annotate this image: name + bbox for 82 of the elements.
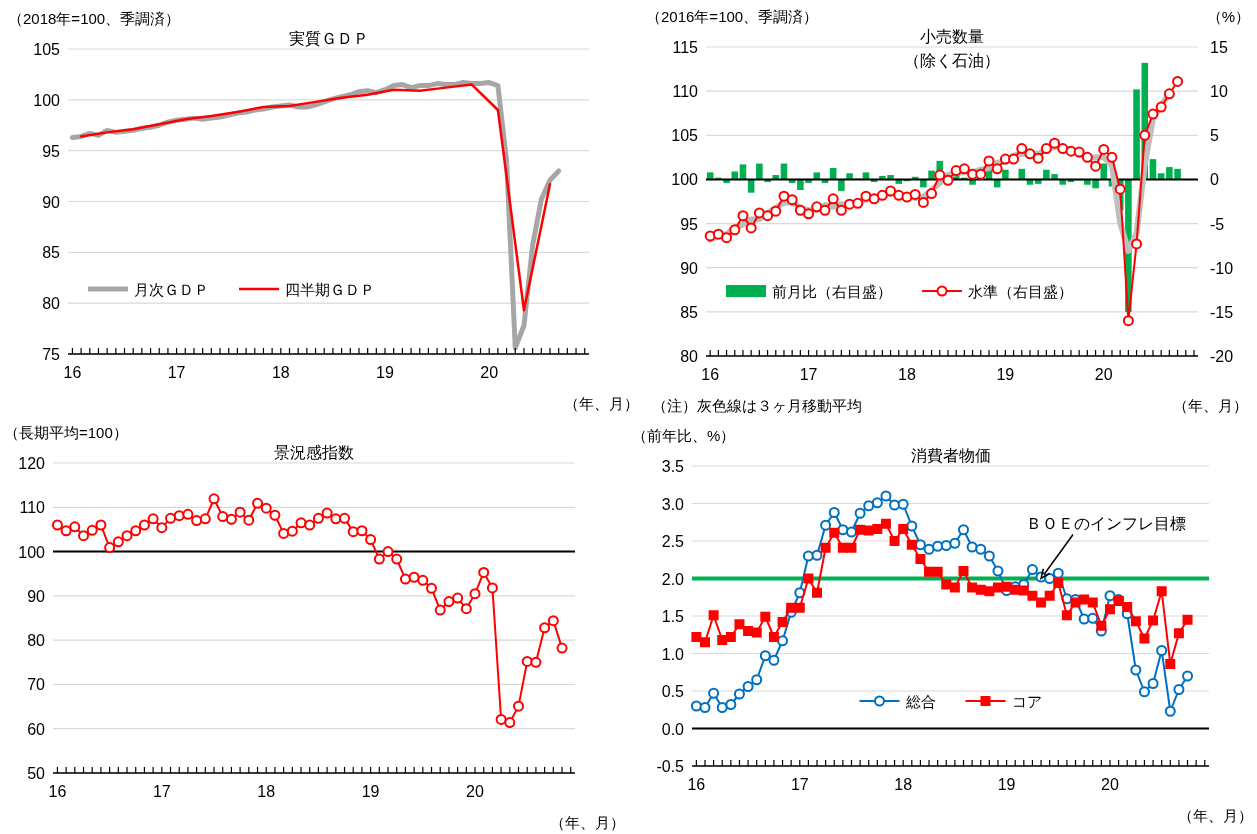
x-axis-title: （年、月） xyxy=(564,395,639,412)
y-tick-label: 90 xyxy=(42,193,61,211)
annotation: ＢＯＥのインフレ目標 xyxy=(1026,514,1187,532)
y2-tick-label: -10 xyxy=(1210,259,1234,277)
y2-tick-label: 0 xyxy=(1210,171,1219,189)
x-tick-label: 16 xyxy=(687,776,706,793)
x-tick-label: 20 xyxy=(480,364,499,381)
y-axis-title: （長期平均=100） xyxy=(4,424,128,441)
y-tick-label: -0.5 xyxy=(656,758,685,775)
x-axis-title: （年、月） xyxy=(550,814,625,831)
chart-title: 小売数量 xyxy=(920,28,984,45)
y-tick-label: 2.5 xyxy=(661,533,685,550)
x-tick-label: 19 xyxy=(996,366,1015,383)
chart-title: 消費者物価 xyxy=(910,447,991,464)
y-tick-label: 120 xyxy=(18,455,46,472)
y-tick-label: 3.5 xyxy=(661,458,685,475)
x-tick-label: 20 xyxy=(1094,366,1113,383)
y2-tick-label: 10 xyxy=(1210,83,1228,101)
y-tick-label: 105 xyxy=(33,41,61,58)
y-tick-label: 60 xyxy=(27,720,46,738)
y-tick-label: 105 xyxy=(671,127,699,145)
x-axis-title: （年、月） xyxy=(1178,807,1253,824)
y-tick-label: 90 xyxy=(27,587,46,605)
y2-tick-label: -20 xyxy=(1210,348,1234,365)
x-tick-label: 17 xyxy=(167,364,186,381)
legend-label: 水準（右目盛） xyxy=(968,283,1073,300)
x-tick-label: 17 xyxy=(152,783,171,800)
y-tick-label: 80 xyxy=(680,348,699,365)
y-tick-label: 3.0 xyxy=(661,495,685,513)
y-tick-label: 75 xyxy=(42,346,61,363)
y-tick-label: 0.5 xyxy=(661,683,685,700)
x-tick-label: 18 xyxy=(271,364,290,381)
y-tick-label: 90 xyxy=(680,259,699,277)
y-tick-label: 100 xyxy=(33,91,61,109)
y-tick-label: 100 xyxy=(18,543,46,561)
legend-label: コア xyxy=(1011,693,1042,710)
x-tick-label: 18 xyxy=(257,783,276,800)
x-tick-label: 18 xyxy=(898,366,916,383)
y-tick-label: 80 xyxy=(27,632,46,650)
chart-title: 景況感指数 xyxy=(274,444,354,461)
x-tick-label: 19 xyxy=(997,776,1016,793)
y-axis-title: （前年比、%） xyxy=(632,427,736,444)
y-tick-label: 85 xyxy=(42,244,61,262)
x-tick-label: 16 xyxy=(48,783,67,800)
x-tick-label: 19 xyxy=(361,783,380,800)
y-tick-label: 115 xyxy=(672,39,699,56)
chart-title: 実質ＧＤＰ xyxy=(288,30,369,47)
y2-tick-label: -15 xyxy=(1210,303,1234,321)
chart-subtitle: （除く石油） xyxy=(904,52,1000,69)
y2-tick-label: -5 xyxy=(1210,215,1225,233)
y2-tick-label: 5 xyxy=(1210,127,1219,145)
x-tick-label: 17 xyxy=(799,366,818,383)
x-tick-label: 18 xyxy=(894,776,913,793)
legend-label: 総合 xyxy=(904,693,936,710)
y2-axis-title: （%） xyxy=(1206,8,1250,25)
y-tick-label: 85 xyxy=(680,303,699,321)
legend-label: 月次ＧＤＰ xyxy=(134,281,209,298)
y-axis-title: （2016年=100、季調済） xyxy=(646,8,819,25)
x-tick-label: 16 xyxy=(63,364,82,381)
legend-label: 四半期ＧＤＰ xyxy=(285,281,375,298)
y-axis-title: （2018年=100、季調済） xyxy=(8,10,181,27)
y-tick-label: 95 xyxy=(680,215,699,233)
y-tick-label: 110 xyxy=(672,83,699,101)
x-tick-label: 17 xyxy=(790,776,809,793)
y-tick-label: 1.0 xyxy=(661,645,685,663)
y-tick-label: 100 xyxy=(671,171,699,189)
text: （注）灰色線は３ヶ月移動平均 xyxy=(652,397,862,414)
y-tick-label: 70 xyxy=(27,676,46,694)
y-tick-label: 1.5 xyxy=(661,608,685,625)
x-tick-label: 16 xyxy=(701,366,720,383)
x-tick-label: 19 xyxy=(376,364,395,381)
y-tick-label: 80 xyxy=(42,295,61,313)
y-tick-label: 50 xyxy=(27,765,46,782)
x-axis-title: （年、月） xyxy=(1173,397,1248,414)
y-tick-label: 95 xyxy=(42,142,61,160)
y-tick-label: 110 xyxy=(19,499,46,517)
x-tick-label: 20 xyxy=(466,783,485,800)
x-tick-label: 20 xyxy=(1101,776,1119,793)
legend-label: 前月比（右目盛） xyxy=(772,283,892,300)
y2-tick-label: 15 xyxy=(1210,39,1228,56)
y-tick-label: 2.0 xyxy=(661,570,685,588)
y-tick-label: 0.0 xyxy=(661,720,685,738)
